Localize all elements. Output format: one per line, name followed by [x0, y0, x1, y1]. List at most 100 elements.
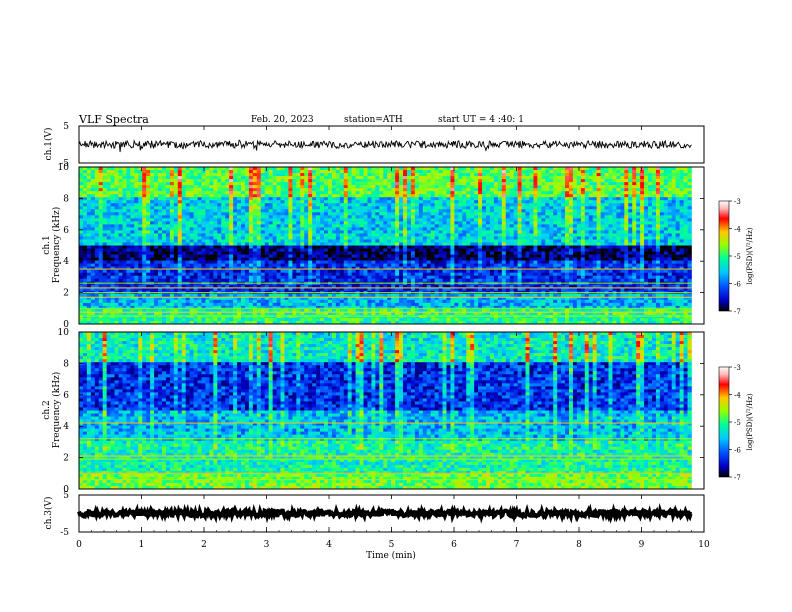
- spectrogram-cell: [268, 215, 273, 219]
- spectrogram-cell: [241, 194, 246, 198]
- spectrogram-cell: [154, 251, 159, 255]
- spectrogram-cell: [422, 302, 428, 307]
- spectrogram-cell: [351, 236, 356, 240]
- spectrogram-cell: [241, 191, 246, 195]
- spectrogram-cell: [339, 194, 345, 198]
- spectrogram-cell: [189, 182, 194, 186]
- spectrogram-cell: [438, 218, 443, 222]
- spectrogram-cell: [252, 182, 258, 186]
- spectrogram-cell: [426, 248, 431, 252]
- spectrogram-cell: [414, 311, 420, 316]
- spectrogram-cell: [304, 215, 309, 219]
- spectrogram-cell: [169, 284, 175, 289]
- spectrogram-cell: [446, 302, 451, 307]
- ch1-waveform-y-label: ch.1(V): [43, 128, 54, 161]
- spectrogram-cell: [118, 203, 123, 207]
- spectrogram-cell: [446, 224, 451, 228]
- spectrogram-cell: [371, 188, 376, 192]
- spectrogram-cell: [308, 191, 313, 195]
- spectrogram-cell: [395, 224, 400, 228]
- spectrogram-cell: [339, 293, 345, 298]
- spectrogram-cell: [161, 227, 167, 231]
- spectrogram-cell: [177, 224, 183, 228]
- spectrogram-cell: [177, 269, 183, 273]
- spectrogram-cell: [102, 206, 107, 210]
- spectrogram-cell: [339, 317, 345, 322]
- spectrogram-cell: [339, 233, 345, 237]
- spectrogram-cell: [371, 311, 376, 316]
- spectrogram-cell: [339, 230, 345, 234]
- spectrogram-cell: [343, 239, 349, 243]
- spectrogram-cell: [189, 311, 194, 316]
- spectrogram-cell: [244, 254, 250, 258]
- spectrogram-cell: [363, 227, 368, 231]
- spectrogram-cell: [410, 209, 416, 213]
- spectrogram-cell: [292, 233, 297, 237]
- spectrogram-cell: [181, 266, 186, 270]
- spectrogram-cell: [280, 317, 285, 322]
- spectrogram-cell: [197, 302, 202, 307]
- spectrogram-cell: [276, 305, 281, 310]
- spectrogram-cell: [359, 197, 364, 201]
- spectrogram-cell: [454, 293, 459, 298]
- spectrogram-cell: [213, 185, 218, 189]
- spectrogram-cell: [233, 182, 238, 186]
- spectrogram-cell: [252, 293, 258, 298]
- spectrogram-cell: [300, 185, 305, 189]
- spectrogram-cell: [304, 209, 309, 213]
- spectrogram-cell: [130, 206, 135, 210]
- spectrogram-cell: [82, 236, 88, 240]
- spectrogram-cell: [161, 308, 167, 313]
- spectrogram-cell: [331, 317, 337, 322]
- spectrogram-cell: [371, 317, 376, 322]
- spectrogram-cell: [177, 176, 183, 180]
- spectrogram-cell: [114, 263, 119, 267]
- spectrogram-cell: [280, 203, 285, 207]
- spectrogram-cell: [225, 284, 230, 289]
- spectrogram-cell: [90, 197, 96, 201]
- spectrogram-cell: [363, 224, 368, 228]
- spectrogram-cell: [82, 185, 88, 189]
- spectrogram-cell: [122, 287, 127, 292]
- spectrogram-cell: [308, 260, 313, 264]
- spectrogram-cell: [371, 227, 376, 231]
- spectrogram-cell: [185, 224, 190, 228]
- spectrogram-cell: [110, 185, 115, 189]
- spectrogram-cell: [399, 293, 404, 298]
- spectrogram-cell: [244, 317, 250, 322]
- spectrogram-cell: [375, 305, 380, 310]
- spectrogram-cell: [197, 194, 202, 198]
- spectrogram-cell: [316, 254, 321, 258]
- spectrogram-cell: [367, 233, 372, 237]
- spectrogram-cell: [434, 200, 439, 204]
- spectrogram-cell: [320, 233, 325, 237]
- spectrogram-cell: [454, 167, 459, 171]
- spectrogram-cell: [288, 200, 293, 204]
- spectrogram-cell: [252, 185, 258, 189]
- spectrogram-cell: [387, 203, 392, 207]
- spectrogram-cell: [383, 224, 388, 228]
- spectrogram-cell: [379, 170, 384, 174]
- spectrogram-cell: [233, 179, 238, 183]
- spectrogram-cell: [102, 197, 107, 201]
- spectrogram-cell: [189, 305, 194, 310]
- spectrogram-cell: [134, 215, 139, 219]
- spectrogram-cell: [367, 284, 372, 289]
- spectrogram-cell: [383, 197, 388, 201]
- spectrogram-cell: [173, 224, 179, 228]
- spectrogram-cell: [399, 257, 404, 261]
- spectrogram-cell: [158, 257, 163, 261]
- spectrogram-cell: [260, 305, 266, 310]
- spectrogram-cell: [375, 239, 380, 243]
- spectrogram-cell: [351, 266, 356, 270]
- spectrogram-cell: [379, 293, 384, 298]
- spectrogram-cell: [320, 293, 325, 298]
- spectrogram-cell: [343, 182, 349, 186]
- spectrogram-cell: [82, 263, 88, 267]
- spectrogram-cell: [248, 275, 254, 280]
- spectrogram-cell: [158, 272, 163, 276]
- spectrogram-cell: [320, 254, 325, 258]
- spectrogram-cell: [379, 317, 384, 322]
- spectrogram-cell: [367, 170, 372, 174]
- spectrogram-cell: [331, 182, 337, 186]
